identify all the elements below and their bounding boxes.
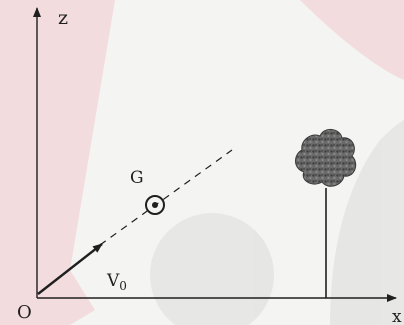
watermark-grey-circle-left: [150, 213, 274, 325]
trajectory-dashed-line: [99, 149, 233, 246]
tree: [295, 129, 357, 298]
ball-center-dot: [152, 202, 158, 208]
velocity-vector: [37, 243, 103, 295]
watermark-red-arc: [300, 0, 404, 80]
velocity-label-main: V: [106, 271, 120, 291]
watermark-red-shape: [0, 0, 115, 325]
ball-g: [145, 195, 165, 215]
velocity-label: V0: [106, 271, 127, 293]
z-axis-label: z: [58, 7, 68, 29]
tree-foliage: [295, 129, 357, 187]
origin-label: O: [17, 302, 32, 323]
velocity-label-subscript: 0: [119, 279, 127, 293]
x-axis-label: x: [392, 307, 402, 325]
point-g-label: G: [130, 168, 144, 188]
watermark-grey-circle-right: [330, 120, 404, 325]
ball-outer-ring: [145, 195, 165, 215]
